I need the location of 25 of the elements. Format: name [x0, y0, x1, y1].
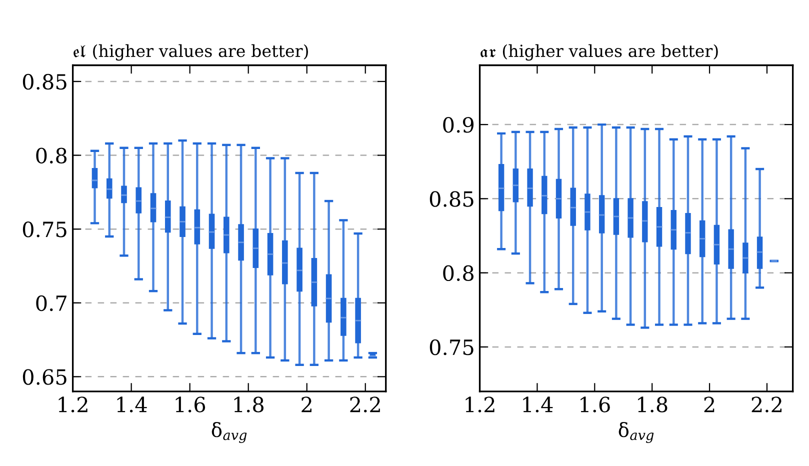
y-tick-label: 0.7: [36, 295, 66, 312]
y-tick-label: 0.75: [430, 339, 474, 356]
x-tick-label: 2: [704, 396, 714, 412]
y-tick-label: 0.85: [22, 74, 66, 90]
y-tick-label: 0.85: [430, 191, 474, 207]
y-tick-label: 0.65: [22, 369, 66, 385]
x-axis-title: δ$_{avg}$: [618, 422, 654, 443]
x-tick-label: 2.2: [752, 396, 782, 412]
x-tick-label: 1.4: [523, 396, 553, 412]
y-tick-label: 0.9: [443, 117, 474, 133]
x-tick-label: 1.8: [638, 396, 668, 412]
x-tick-label: 2: [302, 396, 312, 412]
chart-title: 𝔢𝔩 (higher values are better): [74, 44, 308, 61]
x-tick-label: 1.2: [466, 396, 494, 412]
x-tick-label: 1.8: [234, 396, 264, 412]
x-tick-label: 1.6: [580, 396, 610, 412]
x-tick-label: 1.6: [176, 396, 206, 412]
y-tick-label: 0.75: [22, 222, 66, 238]
x-tick-label: 1.2: [58, 396, 88, 412]
x-tick-label: 1.4: [117, 396, 147, 412]
chart-title: 𝔞𝔯 (higher values are better): [480, 44, 718, 61]
x-tick-label: 2.2: [350, 396, 380, 412]
y-tick-label: 0.8: [36, 148, 67, 164]
y-tick-label: 0.8: [443, 265, 474, 282]
x-axis-title: δ$_{avg}$: [212, 422, 247, 443]
